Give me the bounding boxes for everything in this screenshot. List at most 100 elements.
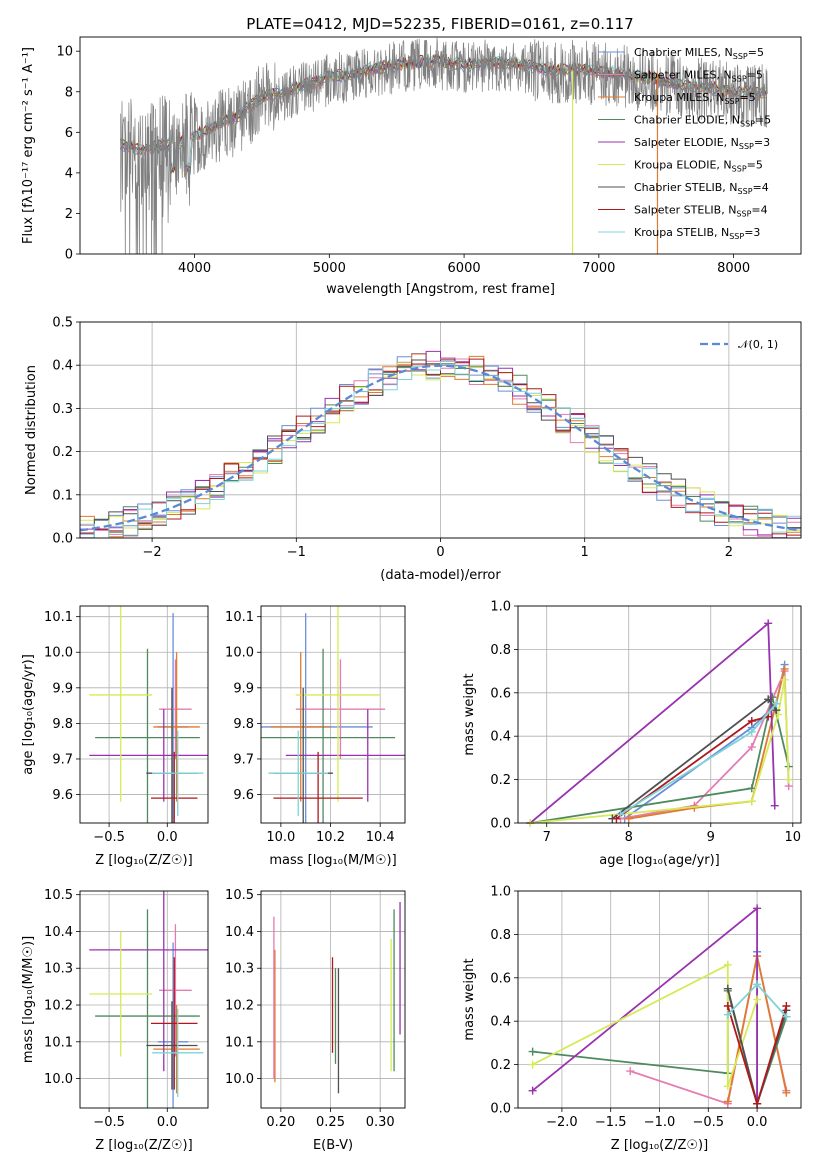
y-tick-label: 8 xyxy=(65,85,73,100)
y-tick-label: 0.8 xyxy=(490,928,511,943)
legend-entry: Salpeter STELIB, NSSP=4 xyxy=(634,204,768,219)
axes-frame xyxy=(260,890,406,1109)
weight-point-marker xyxy=(723,1002,732,1011)
weight-point-marker xyxy=(528,1086,537,1095)
axes-frame xyxy=(260,605,406,824)
legend-entry: Salpeter MILES, NSSP=5 xyxy=(634,69,763,84)
x-tick-label: 0.20 xyxy=(266,1115,295,1130)
x-tick-label: −0.5 xyxy=(693,1115,725,1130)
axes-frame xyxy=(79,321,802,539)
x-tick-label: 0.25 xyxy=(316,1115,345,1130)
weight-point-marker xyxy=(772,699,781,708)
weight-point-marker xyxy=(782,1002,791,1011)
y-tick-label: 0.4 xyxy=(52,359,73,374)
x-tick-label: 0.0 xyxy=(157,1115,178,1130)
x-tick-label: 5000 xyxy=(313,261,346,276)
residual-histogram-panel: −2 −1 0 1 2 0.0 0.1 0.2 0.3 0.4 0.5 (data-model)/er… xyxy=(24,316,802,583)
x-axis-label: (data-model)/error xyxy=(380,568,501,583)
x-tick-label: 10.0 xyxy=(266,830,295,845)
axes-frame xyxy=(517,890,802,1109)
weight-point-marker xyxy=(753,980,762,989)
weight-point-marker xyxy=(764,695,773,704)
x-tick-label: −1.0 xyxy=(644,1115,676,1130)
y-tick-label: 2 xyxy=(65,207,73,222)
weight-point-marker xyxy=(723,1097,732,1106)
x-tick-label: −1 xyxy=(287,545,306,560)
y-tick-label: 10.0 xyxy=(225,1072,254,1087)
x-tick-label: 0 xyxy=(436,545,444,560)
weight-point-marker xyxy=(626,1067,635,1076)
weight-point-marker xyxy=(774,710,783,719)
weight-point-marker xyxy=(780,664,789,673)
x-tick-label: 2 xyxy=(725,545,733,560)
x-axis-label: mass [log₁₀(M/M☉)] xyxy=(269,853,396,868)
legend-entry: 𝒩(0, 1) xyxy=(738,338,778,351)
y-axis-label: mass weight xyxy=(462,673,477,755)
x-axis-label: age [log₁₀(age/yr)] xyxy=(599,853,720,868)
x-tick-label: −2 xyxy=(143,545,162,560)
y-tick-label: 9.9 xyxy=(52,681,73,696)
y-tick-label: 10.2 xyxy=(44,999,73,1014)
weight-point-marker xyxy=(616,810,625,819)
weight-point-marker xyxy=(747,727,756,736)
age-vs-mass-panel: 10.0 10.2 10.4 9.6 9.7 9.8 9.9 10.0 10.1 mass [lo… xyxy=(225,605,406,868)
normal-reference-curve xyxy=(79,364,802,532)
y-axis-label: mass [log₁₀(M/M☉)] xyxy=(21,936,36,1063)
mass-weight-vs-metallicity-panel: −2.0 −1.5 −1.0 −0.5 0.0 0.0 0.2 0.4 0.6 0.8 1.0 Z [… xyxy=(462,885,802,1153)
axes-frame xyxy=(79,605,209,824)
y-tick-label: 9.6 xyxy=(233,788,254,803)
weight-point-marker xyxy=(747,743,756,752)
y-tick-label: 10.5 xyxy=(225,888,254,903)
y-tick-label: 9.8 xyxy=(52,717,73,732)
x-tick-label: 9 xyxy=(707,830,715,845)
y-tick-label: 0.2 xyxy=(52,445,73,460)
y-tick-label: 9.9 xyxy=(233,681,254,696)
y-tick-label: 10.0 xyxy=(225,646,254,661)
weight-point-marker xyxy=(528,1060,537,1069)
y-tick-label: 0.6 xyxy=(490,686,511,701)
x-tick-label: 4000 xyxy=(178,261,211,276)
y-tick-label: 0.3 xyxy=(52,402,73,417)
weight-point-marker xyxy=(624,814,633,823)
y-tick-label: 10.1 xyxy=(44,610,73,625)
y-tick-label: 0.0 xyxy=(490,1102,511,1117)
x-tick-label: 1 xyxy=(581,545,589,560)
y-tick-label: 10.4 xyxy=(225,925,254,940)
x-tick-label: 10 xyxy=(785,830,802,845)
y-tick-label: 10.3 xyxy=(44,962,73,977)
weight-point-marker xyxy=(612,814,621,823)
x-axis-label: wavelength [Angstrom, rest frame] xyxy=(326,282,555,297)
x-axis-label: E(B-V) xyxy=(313,1138,353,1153)
y-tick-label: 6 xyxy=(65,126,73,141)
y-tick-label: 10.5 xyxy=(44,888,73,903)
x-tick-label: 8000 xyxy=(717,261,750,276)
y-tick-label: 9.6 xyxy=(52,788,73,803)
y-axis-label: Normed distribution xyxy=(24,365,39,495)
histogram-step-line xyxy=(80,361,801,538)
x-tick-label: 10.4 xyxy=(366,830,395,845)
y-tick-label: 0.1 xyxy=(52,488,73,503)
legend-entry: Kroupa MILES, NSSP=5 xyxy=(634,91,756,106)
y-tick-label: 1.0 xyxy=(490,885,511,900)
weight-point-marker xyxy=(723,960,732,969)
x-axis-label: Z [log₁₀(Z/Z☉)] xyxy=(95,853,192,868)
x-tick-label: −1.5 xyxy=(595,1115,627,1130)
weight-point-marker xyxy=(723,1082,732,1091)
y-tick-label: 10.3 xyxy=(225,962,254,977)
x-tick-label: 0.0 xyxy=(747,1115,768,1130)
y-axis-label: Flux [fλ10⁻¹⁷ erg cm⁻² s⁻¹ A⁻¹] xyxy=(21,47,36,244)
weight-point-marker xyxy=(747,797,756,806)
y-tick-label: 10 xyxy=(56,45,73,60)
spectrum-panel: 4000 5000 6000 7000 8000 0 2 4 6 8 10 wavelength [A… xyxy=(21,36,802,297)
weight-point-marker xyxy=(770,801,779,810)
x-tick-label: 8 xyxy=(625,830,633,845)
y-tick-label: 0.8 xyxy=(490,643,511,658)
y-tick-label: 0.4 xyxy=(490,730,511,745)
y-axis-label: age [log₁₀(age/yr)] xyxy=(21,654,36,775)
y-tick-label: 1.0 xyxy=(490,600,511,615)
y-tick-label: 9.8 xyxy=(233,717,254,732)
legend-entry: Salpeter ELODIE, NSSP=3 xyxy=(634,136,770,151)
legend-entry: Kroupa ELODIE, NSSP=5 xyxy=(634,159,763,174)
axes-frame xyxy=(517,605,802,824)
weight-line xyxy=(530,696,790,823)
